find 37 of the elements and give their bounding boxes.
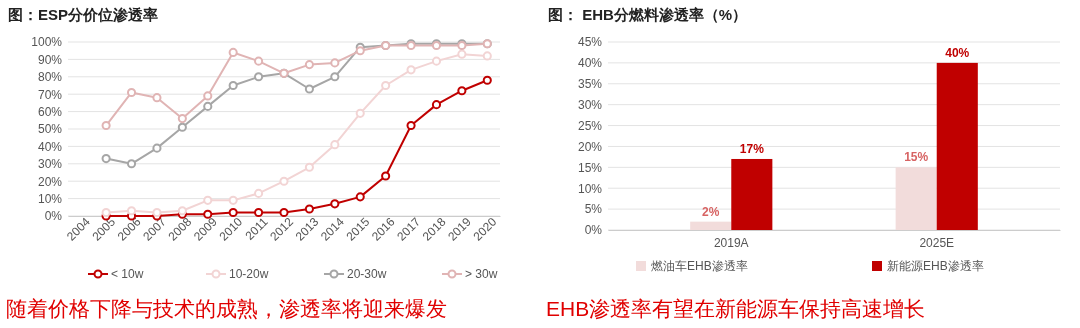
y-tick-label: 25% (577, 118, 603, 133)
legend-label: < 10w (111, 267, 144, 281)
legend-label: 新能源EHB渗透率 (887, 259, 984, 273)
chart-title: 图：ESP分价位渗透率 (8, 6, 159, 23)
y-tick-label: 0% (584, 223, 603, 238)
text: 随着价格下降与技术的成熟，渗透率将迎来爆发 (6, 297, 447, 320)
y-tick-label: 40% (577, 56, 603, 71)
y-tick-label: 35% (577, 77, 603, 92)
y-tick-label: 10% (37, 191, 63, 206)
y-tick-label: 70% (37, 87, 63, 102)
y-tick-label: 0% (44, 209, 63, 224)
data-label: 17% (739, 141, 765, 156)
y-tick-label: 5% (584, 202, 603, 217)
x-tick-label: 2019A (713, 235, 749, 250)
chart-title: 图： EHB分燃料渗透率（%） (548, 6, 748, 23)
y-tick-label: 10% (577, 181, 603, 196)
y-tick-label: 20% (577, 139, 603, 154)
y-tick-label: 30% (577, 98, 603, 113)
data-label: 2% (702, 204, 720, 219)
y-tick-label: 100% (31, 35, 63, 50)
x-tick-label: 2025E (919, 235, 955, 250)
y-tick-label: 60% (37, 104, 63, 119)
y-tick-label: 45% (577, 35, 603, 50)
y-tick-label: 15% (577, 160, 603, 175)
y-tick-label: 50% (37, 122, 63, 137)
y-tick-label: 30% (37, 157, 63, 172)
y-tick-label: 90% (37, 52, 63, 67)
legend-label: 10-20w (229, 267, 269, 281)
legend-label: 燃油车EHB渗透率 (651, 259, 748, 273)
text: EHB渗透率有望在新能源车保持高速增长 (546, 297, 926, 320)
legend-label: 20-30w (347, 267, 387, 281)
data-label: 40% (945, 45, 970, 60)
y-tick-label: 40% (37, 139, 63, 154)
y-tick-label: 80% (37, 70, 63, 85)
legend-label: > 30w (465, 267, 498, 281)
y-tick-label: 20% (37, 174, 63, 189)
data-label: 15% (904, 150, 929, 165)
